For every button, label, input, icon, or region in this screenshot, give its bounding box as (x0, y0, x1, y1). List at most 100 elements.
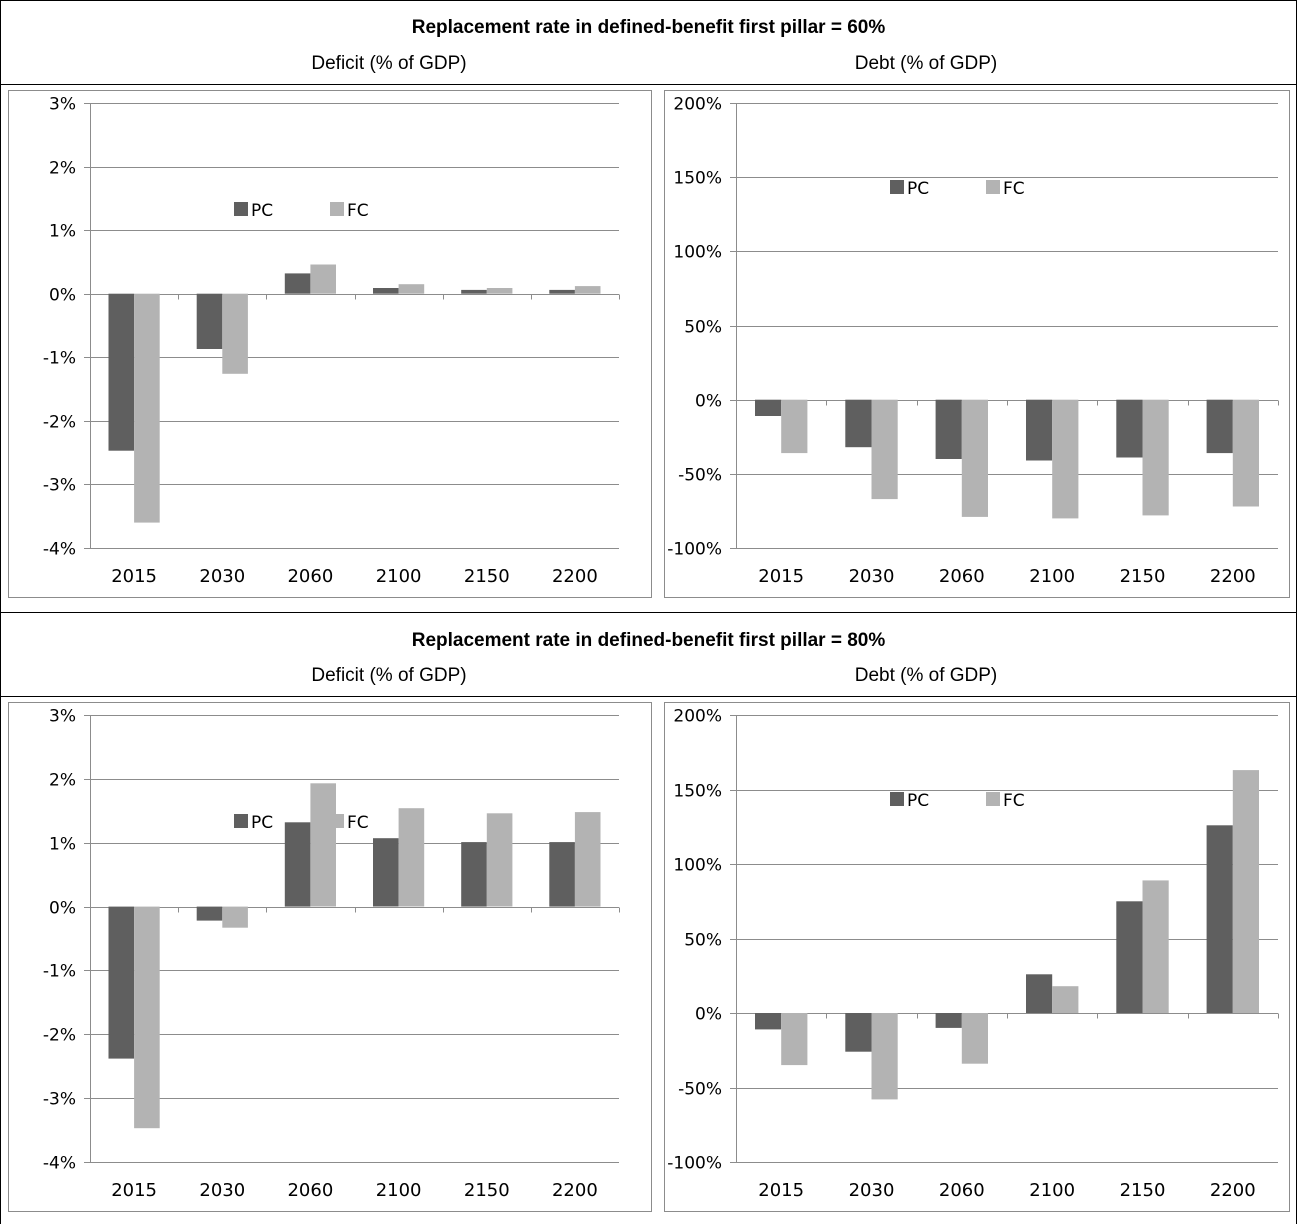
bar-pc-2015 (109, 907, 135, 1059)
legend-label-pc: PC (907, 179, 929, 199)
bar-pc-2030 (197, 907, 223, 921)
x-tick-label: 2015 (758, 1180, 804, 1201)
bar-pc-2030 (197, 294, 223, 349)
bar-fc-2060 (962, 400, 988, 517)
bar-pc-2060 (285, 273, 311, 293)
bar-fc-2100 (1052, 400, 1078, 519)
bar-fc-2060 (962, 1013, 988, 1064)
x-tick-label: 2150 (1120, 1180, 1166, 1201)
bar-fc-2150 (1143, 400, 1169, 516)
bar-pc-2200 (1207, 400, 1233, 453)
y-tick-label: 1% (49, 835, 76, 855)
y-tick-label: 1% (49, 222, 76, 242)
bar-fc-2030 (872, 1013, 898, 1099)
chart-deficit-60-svg: 3% 2% 1% 0% -1% -2% -3% -4% 2015 2030 2060 2100 2150… (8, 90, 652, 598)
bar-pc-2100 (373, 288, 399, 294)
y-tick-label: 0% (695, 392, 722, 412)
bar-pc-2100 (373, 838, 399, 906)
chart-border (665, 703, 1290, 1212)
x-tick-label: 2015 (111, 566, 157, 587)
y-tick-label: -4% (43, 540, 76, 560)
bar-pc-2060 (285, 822, 311, 906)
bar-fc-2030 (872, 400, 898, 499)
bar-pc-2015 (755, 400, 781, 416)
row1-debt-label: Debt (% of GDP) (626, 53, 1226, 75)
chart-debt-60: 200% 150% 100% 50% 0% -50% -100% 2015 2030 2060 21… (664, 90, 1290, 603)
bar-pc-2150 (1116, 901, 1142, 1013)
chart-debt-80: 200% 150% 100% 50% 0% -50% -100% 2015 2030 2060 21… (664, 702, 1290, 1217)
bar-fc-2060 (310, 265, 336, 294)
bar-pc-2200 (1207, 825, 1233, 1013)
x-tick-label: 2200 (552, 566, 598, 587)
legend-swatch-pc (890, 180, 904, 194)
y-tick-label: 50% (684, 931, 722, 951)
chart-deficit-80: 3% 2% 1% 0% -1% -2% -3% -4% 2015 2030 2060 2100 2150… (8, 702, 652, 1217)
bar-fc-2015 (134, 907, 160, 1129)
bar-fc-2015 (781, 400, 807, 453)
x-tick-label: 2100 (376, 1180, 422, 1201)
chart-deficit-80-svg: 3% 2% 1% 0% -1% -2% -3% -4% 2015 2030 2060 2100 2150… (8, 702, 652, 1212)
y-tick-label: 3% (49, 95, 76, 115)
x-tick-label: 2150 (464, 566, 510, 587)
frame-top-line (0, 0, 1297, 1)
bar-pc-2200 (549, 290, 575, 294)
bar-fc-2150 (487, 813, 513, 906)
bar-pc-2015 (109, 294, 135, 451)
bar-fc-2200 (1233, 770, 1259, 1013)
legend-label-fc: FC (347, 813, 369, 833)
y-tick-label: -3% (43, 476, 76, 496)
x-tick-label: 2060 (287, 566, 333, 587)
y-tick-label: 200% (673, 95, 722, 115)
chart-debt-80-svg: 200% 150% 100% 50% 0% -50% -100% 2015 2030 2060 21… (664, 702, 1290, 1212)
x-tick-label: 2060 (939, 566, 985, 587)
legend-label-pc: PC (251, 813, 273, 833)
x-tick-label: 2060 (939, 1180, 985, 1201)
y-tick-label: 100% (673, 856, 722, 876)
legend-label-pc: PC (251, 201, 273, 221)
x-tick-label: 2015 (758, 566, 804, 587)
y-tick-label: 150% (673, 782, 722, 802)
chart-deficit-60: 3% 2% 1% 0% -1% -2% -3% -4% 2015 2030 2060 2100 2150… (8, 90, 652, 603)
x-tick-label: 2200 (552, 1180, 598, 1201)
y-tick-label: -3% (43, 1090, 76, 1110)
row2-debt-label: Debt (% of GDP) (626, 665, 1226, 687)
row2-title: Replacement rate in defined-benefit firs… (0, 630, 1297, 652)
legend-swatch-pc (234, 202, 248, 216)
bar-fc-2060 (310, 783, 336, 906)
y-tick-label: 150% (673, 169, 722, 189)
chart-border (9, 91, 652, 598)
bar-pc-2150 (1116, 400, 1142, 458)
bar-fc-2015 (134, 294, 160, 523)
y-tick-label: 0% (49, 899, 76, 919)
bar-pc-2150 (461, 290, 487, 294)
legend-swatch-fc (986, 792, 1000, 806)
row1-title: Replacement rate in defined-benefit firs… (0, 17, 1297, 39)
row1-deficit-label: Deficit (% of GDP) (89, 53, 689, 75)
legend-swatch-fc (330, 814, 344, 828)
chart-border (9, 703, 652, 1212)
y-tick-label: -4% (43, 1154, 76, 1174)
bar-fc-2150 (487, 288, 513, 294)
bar-fc-2150 (1143, 880, 1169, 1013)
x-tick-label: 2100 (376, 566, 422, 587)
chart-border (665, 91, 1290, 598)
x-tick-label: 2030 (849, 1180, 895, 1201)
bar-pc-2100 (1026, 974, 1052, 1013)
legend-swatch-fc (330, 202, 344, 216)
legend-swatch-pc (234, 814, 248, 828)
bar-pc-2200 (549, 842, 575, 907)
y-tick-label: 2% (49, 159, 76, 179)
bar-pc-2060 (936, 1013, 962, 1028)
bar-fc-2030 (222, 907, 248, 928)
y-tick-label: 50% (684, 318, 722, 338)
legend-label-fc: FC (1003, 791, 1025, 811)
y-tick-label: 2% (49, 771, 76, 791)
x-tick-label: 2030 (849, 566, 895, 587)
legend-label-fc: FC (347, 201, 369, 221)
bar-fc-2030 (222, 294, 248, 374)
bar-fc-2200 (1233, 400, 1259, 507)
x-tick-label: 2015 (111, 1180, 157, 1201)
y-tick-label: -2% (43, 413, 76, 433)
y-tick-label: -100% (667, 540, 722, 560)
legend-label-fc: FC (1003, 179, 1025, 199)
